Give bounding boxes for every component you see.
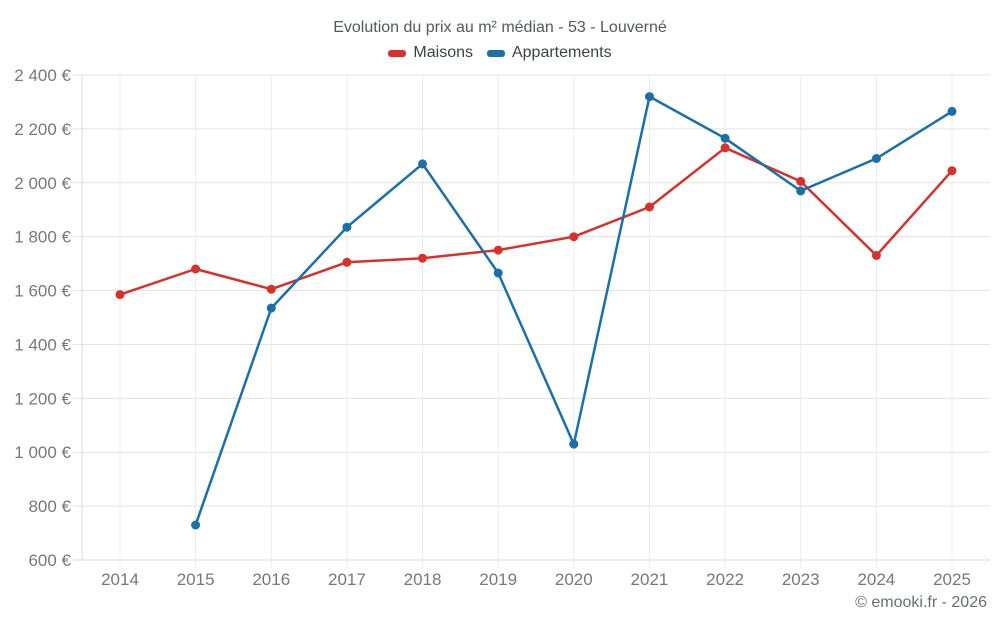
y-tick-label: 800 €: [28, 497, 71, 516]
y-tick-label: 1 400 €: [14, 335, 71, 354]
x-tick-label: 2014: [101, 570, 139, 589]
data-point-maisons-2015[interactable]: [191, 264, 201, 274]
legend-label-maisons: Maisons: [413, 44, 473, 61]
data-point-appartements-2019[interactable]: [493, 268, 503, 278]
data-point-maisons-2022[interactable]: [720, 143, 730, 153]
x-tick-label: 2018: [404, 570, 442, 589]
x-tick-label: 2021: [631, 570, 669, 589]
data-point-appartements-2017[interactable]: [342, 222, 352, 232]
data-point-maisons-2017[interactable]: [342, 257, 352, 267]
data-point-appartements-2015[interactable]: [191, 520, 201, 530]
data-point-appartements-2025[interactable]: [947, 106, 957, 116]
x-tick-label: 2024: [857, 570, 895, 589]
chart-title: Evolution du prix au m² médian - 53 - Lo…: [333, 19, 667, 36]
y-tick-label: 2 000 €: [14, 174, 71, 193]
legend-item-maisons[interactable]: Maisons: [388, 44, 473, 62]
data-point-appartements-2024[interactable]: [871, 154, 881, 163]
legend-item-appartements[interactable]: Appartements: [486, 44, 612, 62]
y-tick-label: 1 800 €: [14, 228, 71, 247]
legend-swatch-maisons-icon: [388, 49, 407, 57]
y-tick-label: 600 €: [28, 551, 71, 570]
x-tick-label: 2020: [555, 570, 593, 589]
data-point-maisons-2016[interactable]: [266, 284, 276, 294]
y-tick-label: 1 600 €: [14, 282, 71, 301]
x-tick-label: 2016: [252, 570, 290, 589]
y-tick-label: 1 200 €: [14, 389, 71, 408]
data-point-appartements-2018[interactable]: [418, 159, 427, 169]
y-tick-label: 2 400 €: [14, 66, 71, 85]
data-point-maisons-2018[interactable]: [418, 253, 427, 263]
x-tick-label: 2015: [177, 570, 215, 589]
data-point-appartements-2022[interactable]: [720, 133, 730, 143]
data-point-maisons-2021[interactable]: [645, 202, 654, 212]
data-point-maisons-2025[interactable]: [947, 166, 957, 176]
legend-swatch-appartements-icon: [486, 49, 505, 57]
x-tick-label: 2019: [479, 570, 517, 589]
series-line-maisons: [118, 146, 954, 296]
data-point-appartements-2021[interactable]: [645, 92, 654, 102]
chart-legend: Maisons Appartements: [0, 44, 1000, 62]
data-point-maisons-2020[interactable]: [569, 232, 579, 242]
data-point-maisons-2014[interactable]: [115, 290, 125, 300]
legend-label-appartements: Appartements: [511, 44, 612, 61]
data-point-maisons-2019[interactable]: [493, 245, 503, 255]
x-tick-label: 2017: [328, 570, 366, 589]
data-point-appartements-2020[interactable]: [569, 439, 579, 449]
y-tick-label: 2 200 €: [14, 120, 71, 139]
data-point-maisons-2024[interactable]: [871, 251, 881, 260]
x-tick-label: 2022: [706, 570, 744, 589]
data-point-appartements-2023[interactable]: [796, 186, 806, 196]
data-point-maisons-2023[interactable]: [796, 176, 806, 186]
x-tick-label: 2023: [782, 570, 820, 589]
chart-credit: © emooki.fr - 2026: [855, 594, 987, 611]
x-tick-label: 2025: [933, 570, 971, 589]
data-point-appartements-2016[interactable]: [266, 303, 276, 313]
y-tick-label: 1 000 €: [14, 443, 71, 462]
